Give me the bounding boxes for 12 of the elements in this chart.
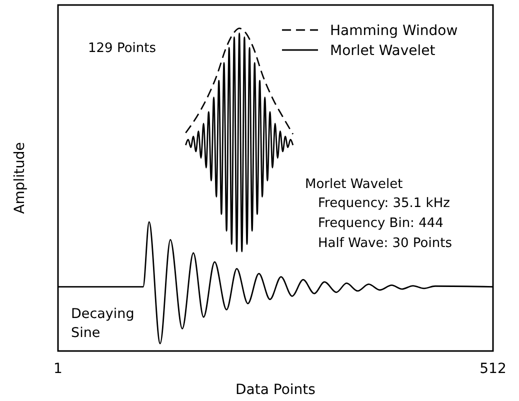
annotation: Half Wave: 30 Points: [318, 236, 452, 251]
x-axis-title: Data Points: [236, 382, 316, 398]
annotation: Morlet Wavelet: [305, 177, 403, 192]
x-tick-label: 1: [54, 361, 62, 377]
y-axis-title: Amplitude: [12, 142, 28, 214]
annotation: Frequency: 35.1 kHz: [318, 196, 450, 211]
annotation: 129 Points: [88, 41, 156, 56]
annotation: Frequency Bin: 444: [318, 216, 444, 231]
x-tick-label: 512: [480, 361, 506, 377]
legend-label: Hamming Window: [330, 23, 458, 39]
series-label: Decaying Sine: [71, 306, 134, 341]
legend-label: Morlet Wavelet: [330, 43, 436, 59]
